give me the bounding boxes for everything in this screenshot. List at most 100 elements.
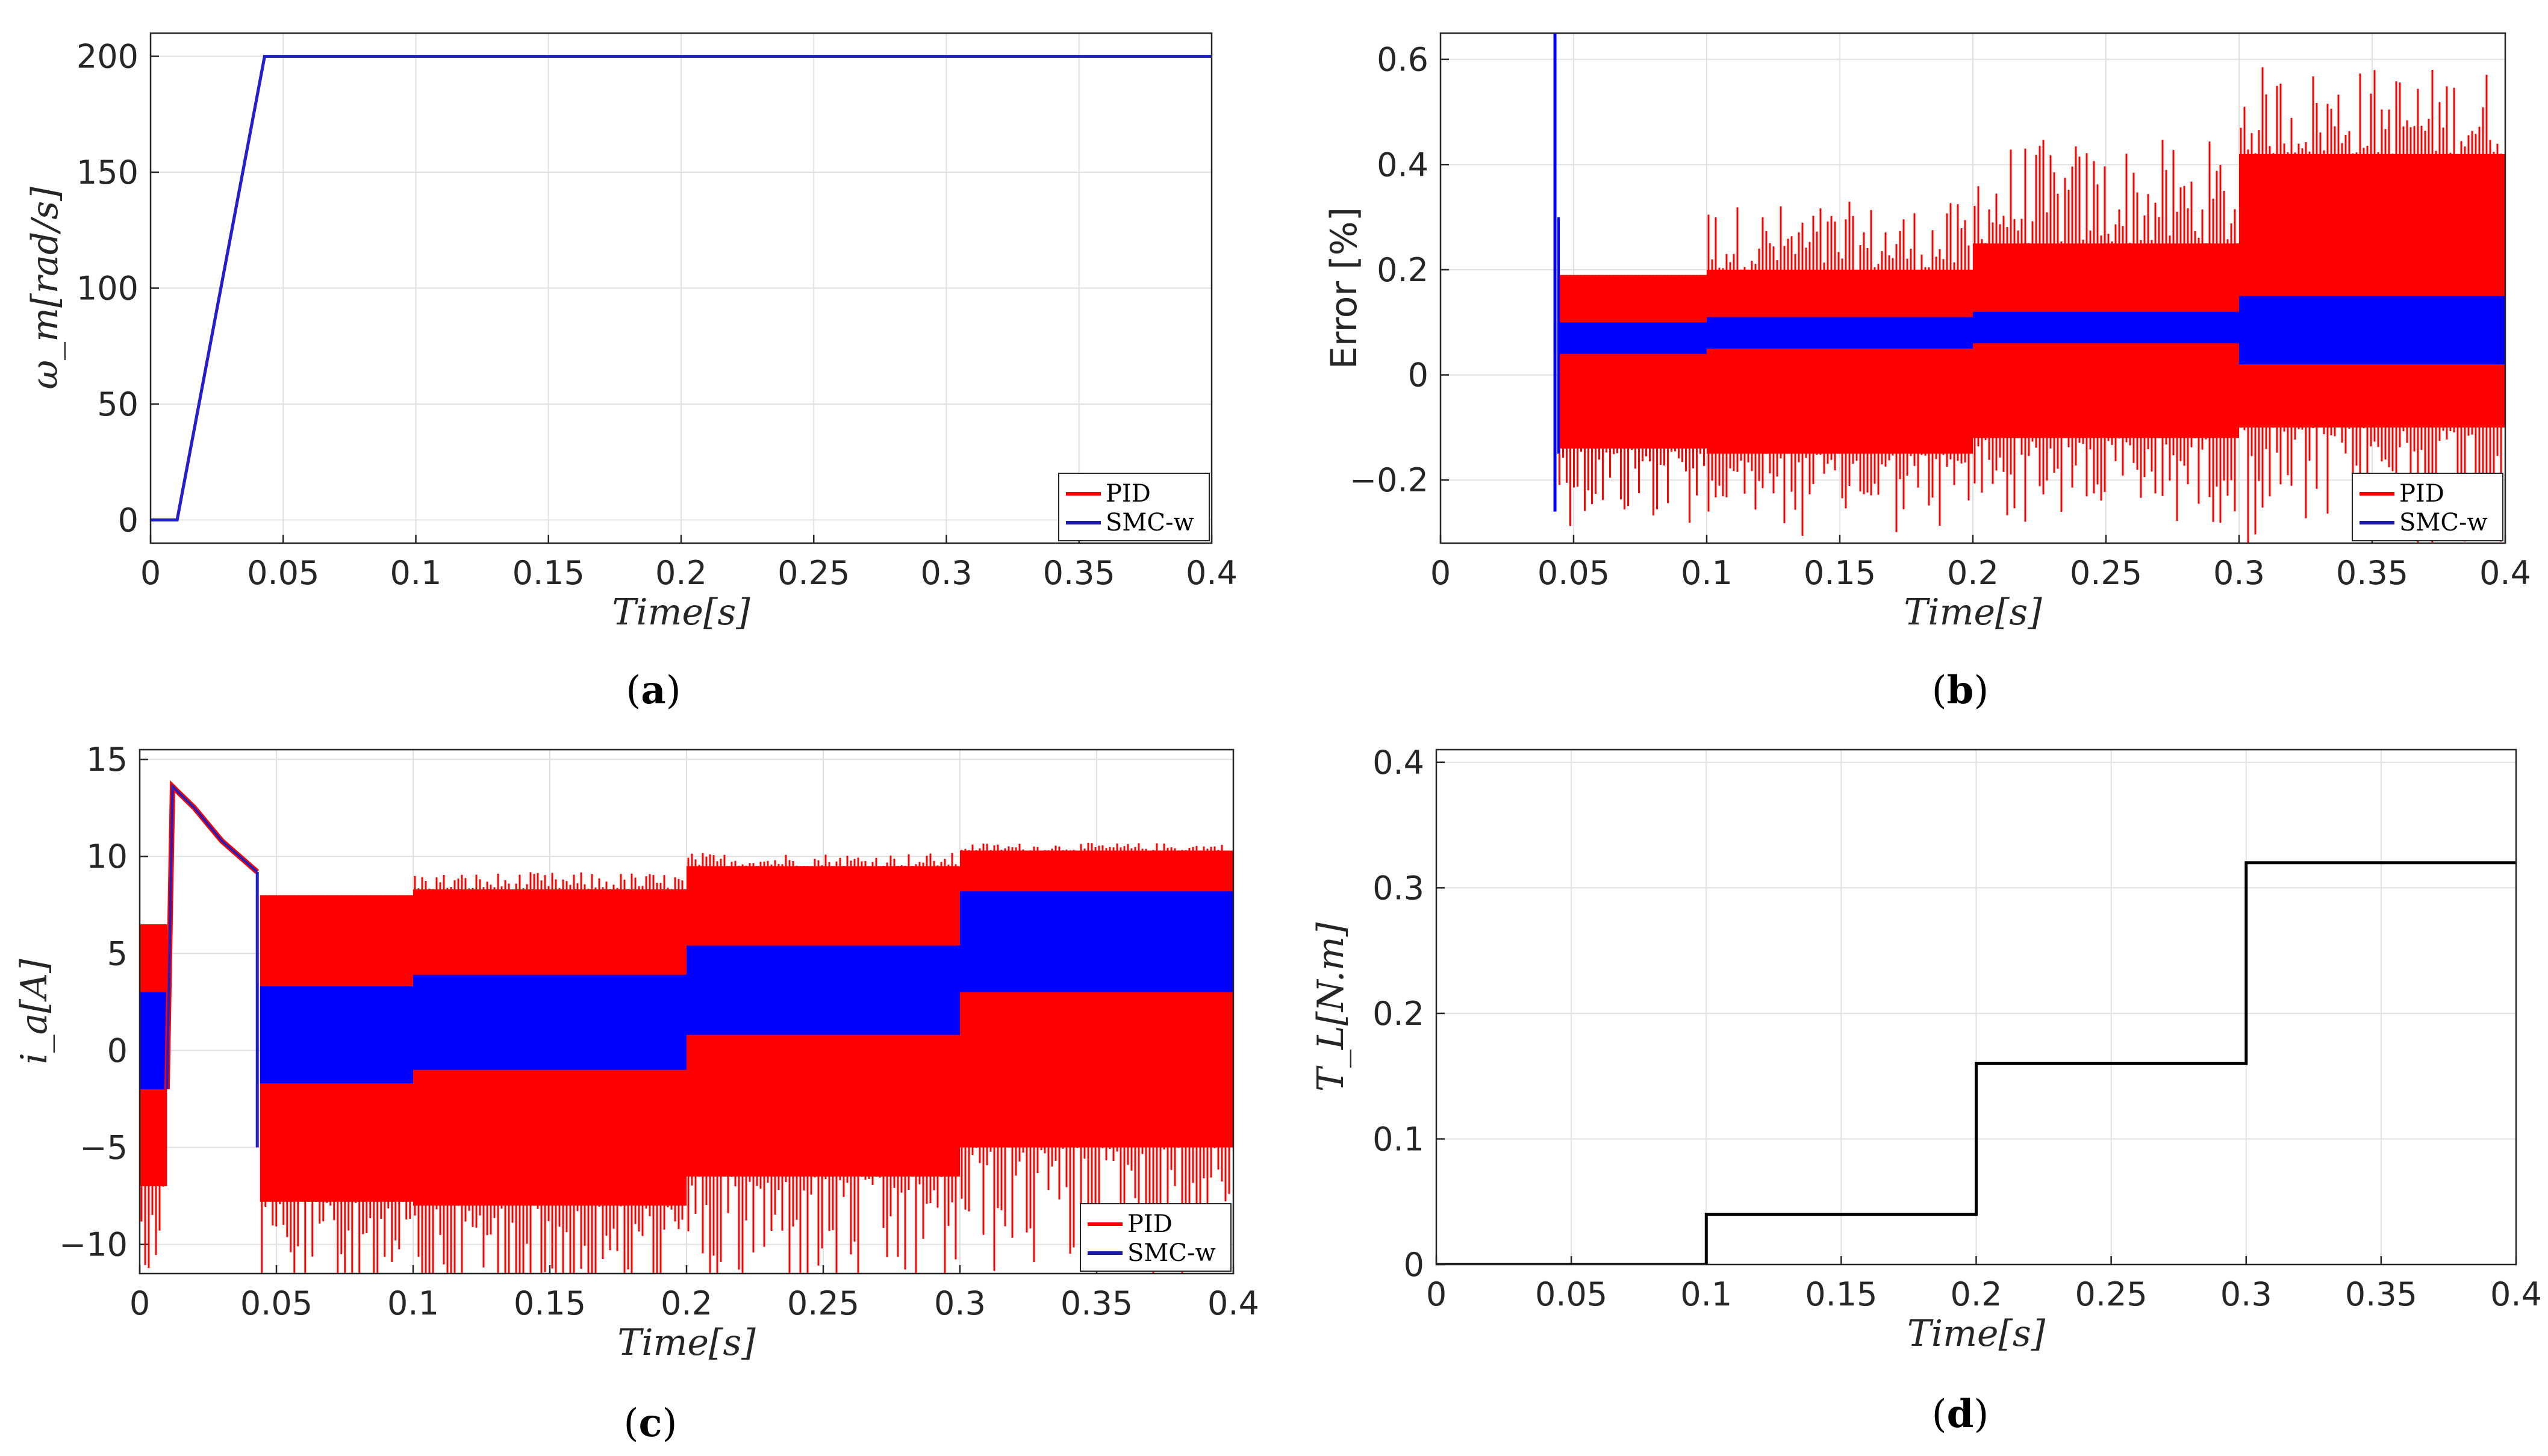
oscillation-band	[1973, 311, 2239, 344]
x-tick-label: 0.4	[1186, 554, 1238, 592]
x-tick-label: 0.35	[1061, 1284, 1133, 1322]
x-tick-label: 0	[1426, 1275, 1447, 1313]
chart-panel-a: 0 0.05 0.1 0.15 0.2 0.25 0.3 0.35 0.4 0 50 100 150 20…	[24, 32, 1238, 713]
y-tick-label: 0.1	[1372, 1120, 1424, 1158]
oscillation-band	[413, 974, 687, 1070]
x-tick-label: 0.3	[2213, 554, 2265, 592]
x-tick-label: 0.2	[661, 1284, 712, 1322]
chart-panel-d: 0 0.05 0.1 0.15 0.2 0.25 0.3 0.35 0.4 0 0.1 0.2 0.3 0…	[1310, 744, 2542, 1437]
x-tick-label: 0	[1430, 554, 1451, 592]
x-tick-label: 0.3	[934, 1284, 986, 1322]
legend-box	[1058, 473, 1210, 541]
x-tick-label: 0.2	[655, 554, 707, 592]
y-tick-label: 0	[118, 502, 139, 540]
panel-label-open: (	[626, 668, 641, 713]
oscillation-band	[2239, 296, 2505, 365]
legend-box	[2352, 473, 2503, 541]
data-layer	[140, 780, 1233, 1274]
y-tick-label: 0.4	[1372, 744, 1424, 782]
y-axis-label: Error [%]	[1323, 207, 1365, 369]
y-axis-label: i_a[A]	[13, 959, 55, 1065]
y-tick-label: 200	[76, 38, 139, 76]
oscillation-band	[960, 891, 1233, 992]
panel-label-letter: a	[641, 668, 665, 713]
panel-label-close: )	[1973, 1392, 1989, 1437]
startup-current-smc	[166, 783, 258, 1089]
x-tick-label: 0.15	[512, 554, 585, 592]
legend-label-smc-w: SMC-w	[2399, 509, 2488, 537]
panel-label-close: )	[662, 1401, 677, 1446]
x-tick-label: 0.35	[2336, 554, 2408, 592]
x-tick-label: 0.25	[787, 1284, 859, 1322]
x-tick-label: 0.1	[1681, 554, 1733, 592]
x-tick-label: 0	[140, 554, 161, 592]
y-tick-label: 5	[107, 935, 128, 972]
y-axis-label: T_L[N.m]	[1310, 922, 1352, 1092]
x-tick-label: 0.15	[514, 1284, 586, 1322]
x-tick-label: 0.1	[387, 1284, 439, 1322]
panel-label: (d)	[1932, 1392, 1989, 1437]
y-tick-label: −5	[79, 1129, 128, 1167]
x-tick-label: 0.25	[2075, 1275, 2148, 1313]
x-tick-label: 0.3	[921, 554, 973, 592]
x-axis-label: Time[s]	[612, 591, 750, 633]
y-tick-label: 0.6	[1377, 41, 1428, 79]
x-axis-label: Time[s]	[1907, 1313, 2046, 1355]
data-layer	[1436, 861, 2516, 1265]
y-tick-label: −0.2	[1350, 461, 1428, 499]
x-tick-label: 0.3	[2220, 1275, 2272, 1313]
legend-label-pid: PID	[2399, 480, 2444, 508]
x-tick-label: 0.35	[1043, 554, 1115, 592]
panel-label-open: (	[1932, 668, 1947, 713]
oscillation-band	[1707, 317, 1973, 349]
y-tick-label: 0.2	[1372, 995, 1424, 1033]
x-tick-label: 0.4	[2490, 1275, 2542, 1313]
x-tick-label: 0.1	[1680, 1275, 1732, 1313]
x-tick-label: 0.05	[1537, 554, 1610, 592]
oscillation-spikes	[414, 872, 684, 1274]
x-tick-label: 0.2	[1947, 554, 1999, 592]
x-tick-label: 0.15	[1804, 554, 1876, 592]
y-tick-label: 0.3	[1372, 869, 1424, 907]
series-line-smc-w	[151, 55, 1212, 521]
panel-label-letter: d	[1947, 1392, 1974, 1437]
y-tick-label: 0	[1404, 1246, 1424, 1284]
x-tick-label: 0.1	[390, 554, 442, 592]
y-tick-label: 100	[76, 270, 139, 308]
x-tick-label: 0.4	[1207, 1284, 1259, 1322]
chart-panel-c: 0 0.05 0.1 0.15 0.2 0.25 0.3 0.35 0.4 −10 −5 0 5 10 15…	[13, 741, 1259, 1446]
oscillation-band	[1557, 322, 1707, 354]
oscillation-band	[140, 992, 167, 1089]
x-tick-label: 0.05	[247, 554, 319, 592]
x-tick-label: 0.25	[777, 554, 850, 592]
panel-label: (b)	[1932, 668, 1989, 713]
series-smc-w	[1557, 296, 2505, 365]
y-tick-label: 150	[76, 154, 139, 191]
panel-label-open: (	[1932, 1392, 1947, 1437]
plot-frame	[139, 748, 1235, 1275]
data-layer	[1553, 33, 2505, 543]
x-tick-label: 0.15	[1805, 1275, 1877, 1313]
oscillation-band	[260, 986, 413, 1084]
x-tick-label: 0.05	[240, 1284, 313, 1322]
y-tick-label: 0	[1408, 356, 1428, 394]
y-tick-label: 10	[86, 838, 128, 876]
x-axis-label: Time[s]	[617, 1322, 756, 1364]
oscillation-band	[687, 945, 960, 1035]
legend-box	[1080, 1203, 1232, 1272]
y-tick-label: 50	[97, 385, 139, 423]
plot-frame	[1439, 32, 2506, 544]
plot-frame	[149, 32, 1213, 544]
chart-panel-b: 0 0.05 0.1 0.15 0.2 0.25 0.3 0.35 0.4 −0.2 0 0.2 0.4…	[1323, 32, 2531, 713]
panel-label-letter: c	[639, 1401, 662, 1446]
y-tick-label: 0.2	[1377, 251, 1428, 289]
x-tick-label: 0.2	[1951, 1275, 2002, 1313]
series-line-t-l	[1436, 861, 2516, 1265]
panel-label: (c)	[624, 1401, 677, 1446]
y-tick-label: 15	[86, 741, 128, 779]
series-smc-w	[140, 891, 1233, 1089]
x-tick-label: 0.4	[2479, 554, 2531, 592]
plot-frame	[1435, 748, 2517, 1266]
